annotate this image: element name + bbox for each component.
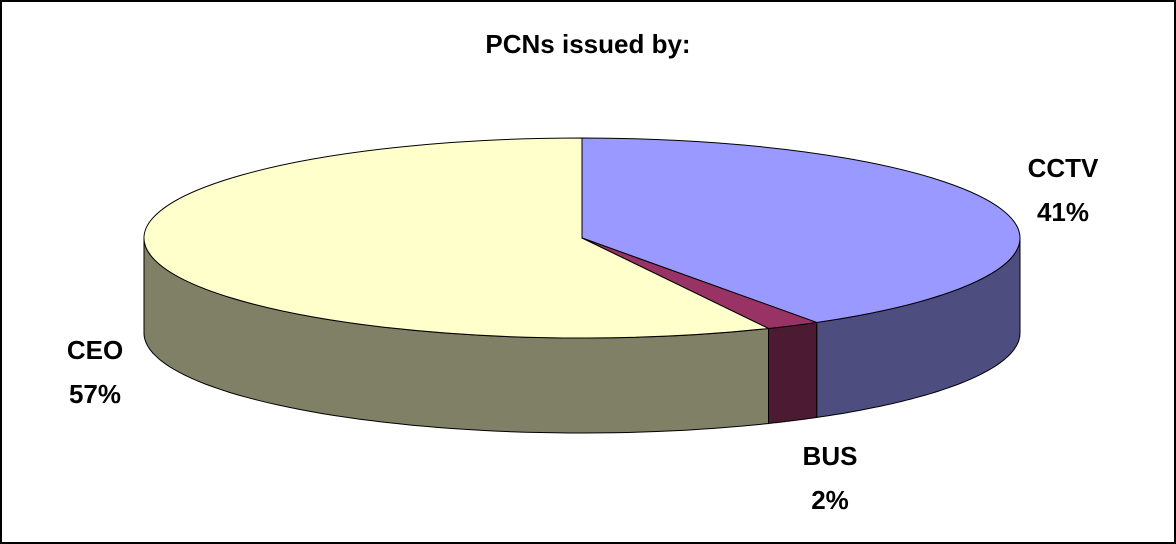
slice-top	[143, 137, 771, 339]
slice-value-label: 2%	[811, 485, 849, 515]
slice-top	[581, 137, 1021, 323]
slice-label: CEO	[67, 335, 123, 365]
slice-value-label: 41%	[1037, 197, 1089, 227]
slice-side	[768, 321, 818, 425]
slice-label: BUS	[803, 441, 858, 471]
slice-value-label: 57%	[69, 379, 121, 409]
chart-title: PCNs issued by:	[485, 29, 690, 59]
slice-label: CCTV	[1028, 153, 1099, 183]
